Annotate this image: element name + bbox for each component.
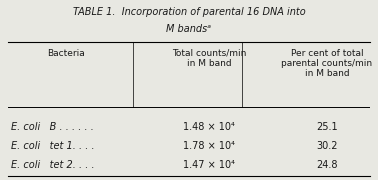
Text: E. coli   tet 1. . . .: E. coli tet 1. . . . (11, 141, 95, 151)
Text: Total counts/min
in M band: Total counts/min in M band (172, 49, 246, 68)
Text: Bacteria: Bacteria (47, 49, 85, 58)
Text: Per cent of total
parental counts/min
in M band: Per cent of total parental counts/min in… (281, 49, 372, 78)
Text: 1.48 × 10⁴: 1.48 × 10⁴ (183, 122, 235, 132)
Text: M bandsᵃ: M bandsᵃ (166, 24, 212, 34)
Text: 1.78 × 10⁴: 1.78 × 10⁴ (183, 141, 235, 151)
Text: 1.47 × 10⁴: 1.47 × 10⁴ (183, 160, 235, 170)
Text: E. coli   B . . . . . .: E. coli B . . . . . . (11, 122, 94, 132)
Text: 24.8: 24.8 (316, 160, 338, 170)
Text: TABLE 1.  Incorporation of parental 16 DNA into: TABLE 1. Incorporation of parental 16 DN… (73, 7, 305, 17)
Text: E. coli   tet 2. . . .: E. coli tet 2. . . . (11, 160, 95, 170)
Text: 30.2: 30.2 (316, 141, 338, 151)
Text: 25.1: 25.1 (316, 122, 338, 132)
